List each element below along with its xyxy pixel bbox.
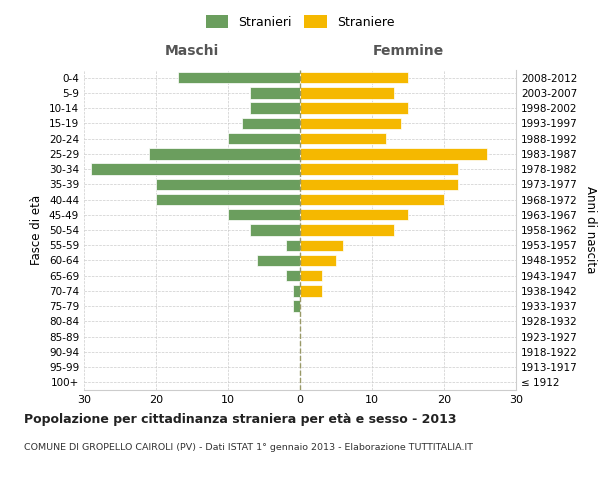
Text: COMUNE DI GROPELLO CAIROLI (PV) - Dati ISTAT 1° gennaio 2013 - Elaborazione TUTT: COMUNE DI GROPELLO CAIROLI (PV) - Dati I… [24,442,473,452]
Bar [300,102,408,114]
Bar [300,255,336,266]
Bar [228,209,300,220]
Bar [300,270,322,281]
Bar [257,255,300,266]
Text: Femmine: Femmine [373,44,443,58]
Bar [300,133,386,144]
Bar [300,72,408,84]
Legend: Stranieri, Straniere: Stranieri, Straniere [202,11,398,32]
Y-axis label: Fasce di età: Fasce di età [31,195,43,265]
Y-axis label: Anni di nascita: Anni di nascita [584,186,597,274]
Bar [250,87,300,99]
Bar [242,118,300,129]
Bar [286,240,300,251]
Bar [300,209,408,220]
Text: Maschi: Maschi [165,44,219,58]
Bar [228,133,300,144]
Bar [156,194,300,205]
Bar [91,164,300,175]
Bar [300,240,343,251]
Bar [286,270,300,281]
Bar [156,178,300,190]
Bar [293,300,300,312]
Bar [149,148,300,160]
Bar [250,102,300,114]
Bar [293,285,300,296]
Bar [300,87,394,99]
Text: Popolazione per cittadinanza straniera per età e sesso - 2013: Popolazione per cittadinanza straniera p… [24,412,457,426]
Bar [300,164,458,175]
Bar [300,148,487,160]
Bar [250,224,300,235]
Bar [300,118,401,129]
Bar [300,285,322,296]
Bar [300,224,394,235]
Bar [178,72,300,84]
Bar [300,178,458,190]
Bar [300,194,444,205]
